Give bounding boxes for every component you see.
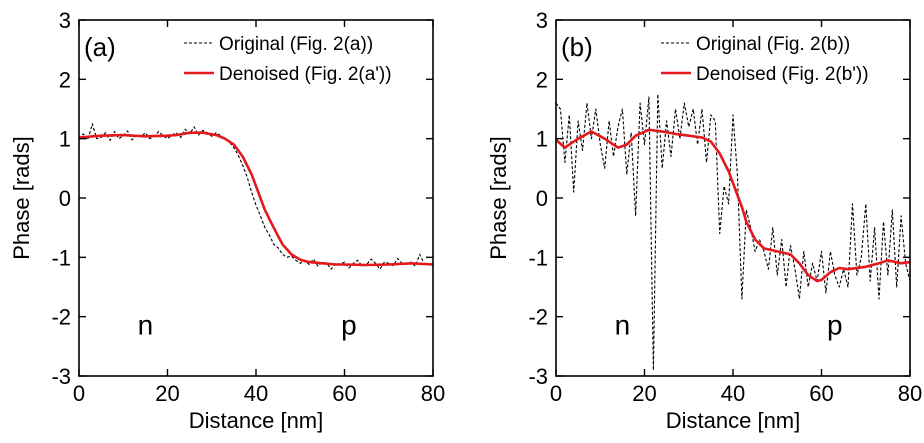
annotation-n: n: [615, 310, 631, 341]
y-tick-label: 0: [59, 186, 71, 211]
annotation-p: p: [341, 310, 357, 341]
legend-label: Denoised (Fig. 2(b')): [696, 64, 869, 85]
x-tick-label: 40: [721, 381, 745, 406]
x-tick-label: 40: [244, 381, 268, 406]
y-tick-label: 1: [59, 127, 71, 152]
y-tick-label: 3: [536, 8, 548, 33]
x-tick-label: 60: [809, 381, 833, 406]
x-tick-label: 80: [898, 381, 922, 406]
y-tick-label: 2: [59, 67, 71, 92]
y-axis-label: Phase [rads]: [9, 136, 34, 260]
y-tick-label: -2: [51, 305, 71, 330]
y-tick-label: -2: [528, 305, 548, 330]
series-line-denoised: [79, 131, 433, 267]
series-line-denoised: [556, 128, 910, 283]
chart-panel-a: 0 20 40 60 80 3 2 1 0 -1 -2 -3 Distance [nm] Phase [r…: [9, 8, 445, 433]
chart-panel-b: 0 20 40 60 80 3 2 1 0 -1 -2 -3 Distance [nm] Phase [r…: [486, 8, 922, 433]
x-tick-label: 80: [421, 381, 445, 406]
legend-label: Original (Fig. 2(a)): [219, 34, 373, 55]
y-axis-label: Phase [rads]: [486, 136, 511, 260]
series-line-original: [79, 123, 433, 270]
panel-label: (b): [561, 32, 593, 62]
y-tick-label: 3: [59, 8, 71, 33]
y-tick-label: -3: [51, 364, 71, 389]
x-tick-label: 0: [550, 381, 562, 406]
x-tick-label: 20: [632, 381, 656, 406]
x-tick-label: 0: [73, 381, 85, 406]
x-axis-label: Distance [nm]: [666, 408, 801, 433]
x-axis-label: Distance [nm]: [189, 408, 324, 433]
x-tick-label: 60: [332, 381, 356, 406]
panel-label: (a): [84, 32, 116, 62]
y-tick-label: -3: [528, 364, 548, 389]
y-tick-label: -1: [51, 245, 71, 270]
legend-label: Denoised (Fig. 2(a')): [219, 64, 392, 85]
annotation-n: n: [138, 310, 154, 341]
legend-label: Original (Fig. 2(b)): [696, 34, 850, 55]
annotation-p: p: [827, 310, 843, 341]
y-tick-label: 1: [536, 127, 548, 152]
x-tick-label: 20: [155, 381, 179, 406]
series-line-original: [556, 93, 910, 371]
y-tick-label: 2: [536, 67, 548, 92]
y-tick-label: -1: [528, 245, 548, 270]
y-tick-label: 0: [536, 186, 548, 211]
